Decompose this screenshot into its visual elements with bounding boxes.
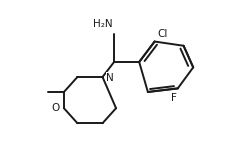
Text: H₂N: H₂N <box>93 19 112 29</box>
Text: Cl: Cl <box>157 29 168 39</box>
Text: O: O <box>52 103 60 113</box>
Text: F: F <box>171 93 177 103</box>
Text: N: N <box>106 73 114 83</box>
